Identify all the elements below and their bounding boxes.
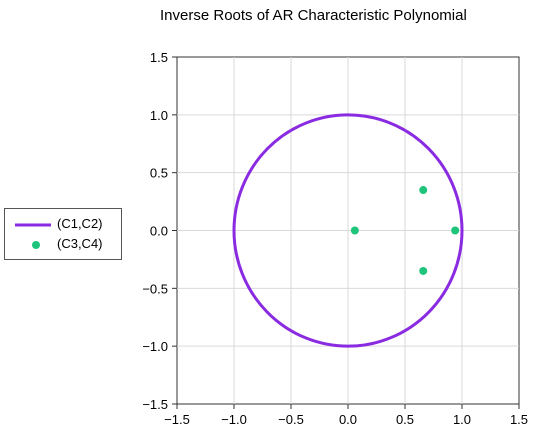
legend-item-c1c2: (C1,C2) [5, 215, 121, 235]
chart-legend: (C1,C2) (C3,C4) [4, 208, 122, 260]
x-tick-label: 0.0 [339, 412, 357, 427]
y-tick-label: 0.5 [150, 166, 168, 181]
y-tick-label: −0.5 [142, 281, 168, 296]
unit-circle-line [232, 113, 464, 348]
legend-label: (C3,C4) [57, 236, 103, 251]
chart-title: Inverse Roots of AR Characteristic Polyn… [160, 7, 467, 24]
x-tick-label: 1.5 [510, 412, 528, 427]
legend-item-c3c4: (C3,C4) [5, 235, 121, 255]
x-tick-label: −0.5 [278, 412, 304, 427]
y-tick-label: 1.0 [150, 108, 168, 123]
y-tick-label: −1.0 [142, 339, 168, 354]
y-tick-label: 0.0 [150, 224, 168, 239]
x-tick-label: −1.5 [164, 412, 190, 427]
y-tick-label: −1.5 [142, 397, 168, 412]
root-point [451, 226, 460, 235]
root-point [350, 226, 359, 235]
legend-marker-swatch [32, 241, 40, 249]
legend-label: (C1,C2) [57, 216, 103, 231]
x-tick-label: 1.0 [453, 412, 471, 427]
root-point [419, 266, 428, 275]
x-tick-label: −1.0 [221, 412, 247, 427]
root-point [419, 186, 428, 195]
legend-line-swatch [15, 223, 51, 227]
y-tick-label: 1.5 [150, 50, 168, 65]
x-tick-label: 0.5 [396, 412, 414, 427]
